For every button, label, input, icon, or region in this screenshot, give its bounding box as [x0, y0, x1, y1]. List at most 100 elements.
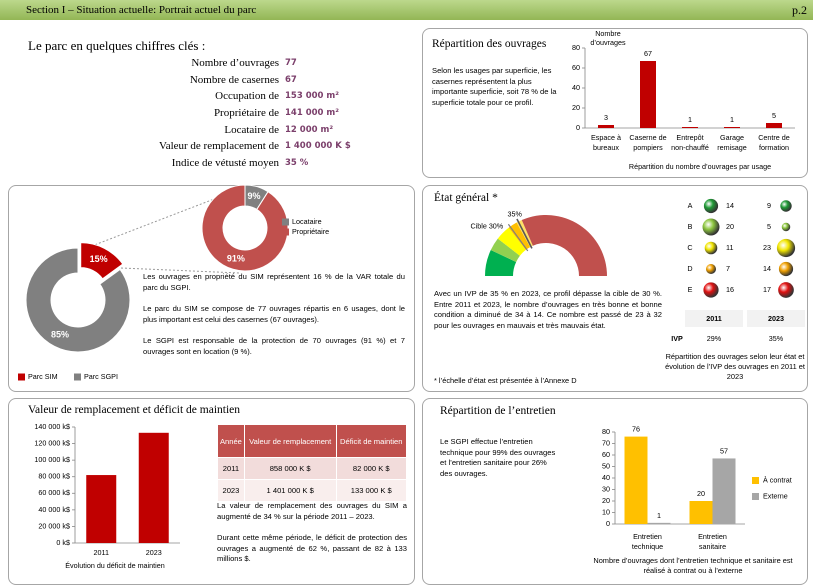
bar: [598, 125, 614, 128]
data-label: 1: [730, 115, 734, 124]
grade-count: 5: [767, 222, 771, 231]
table-header: Année: [217, 424, 245, 458]
bar: [724, 127, 740, 128]
key-figure-label: Occupation de: [215, 90, 279, 103]
key-figure-value: 153 000 m²: [285, 91, 339, 102]
status-light: [702, 218, 720, 236]
key-figure-label: Valeur de remplacement de: [158, 140, 279, 153]
donut-slice: [201, 184, 289, 272]
slice-label: 15%: [90, 254, 108, 264]
y-tick-label: 60: [572, 63, 580, 72]
grade-letter: C: [687, 243, 692, 252]
x-tick-label: 2011: [94, 548, 109, 557]
key-figure-value: 67: [285, 74, 297, 85]
status-light: [778, 261, 794, 277]
ivp-value: 35%: [769, 334, 784, 343]
x-tick-label: Entretien: [633, 532, 662, 541]
bar: [640, 61, 656, 128]
text-block: Les ouvrages en propriété du SIM représe…: [143, 272, 405, 369]
y-axis-title: d’ouvrages: [590, 38, 626, 47]
gauge-band: [508, 222, 531, 250]
grade-count: 23: [763, 243, 771, 252]
caption: Évolution du déficit de maintien: [65, 561, 165, 570]
ivp-value: 29%: [707, 334, 722, 343]
x-tick-label: technique: [632, 542, 663, 551]
donut-slice: [80, 242, 124, 280]
key-figure-value: 35 %: [285, 157, 309, 168]
ivp-label: IVP: [671, 334, 683, 343]
data-label: 5: [772, 111, 776, 120]
status-light: [780, 200, 792, 212]
x-tick-label: remisage: [717, 143, 747, 152]
panel-title: Répartition de l’entretien: [440, 405, 556, 417]
bar: [766, 123, 782, 128]
key-figure: Indice de vétusté moyen 35 %: [20, 155, 351, 172]
key-figure-value: 12 000 m²: [285, 124, 334, 135]
gauge-target: [507, 223, 529, 252]
y-tick-label: 0 k$: [56, 538, 70, 547]
legend-label: Parc SGPI: [84, 372, 118, 381]
status-light: [703, 282, 719, 298]
key-figure-label: Locataire de: [224, 123, 279, 136]
year-cell: [747, 310, 805, 327]
x-tick-label: 2023: [146, 548, 162, 557]
text-block: Selon les usages par superficie, les cas…: [432, 66, 560, 119]
y-axis-title: Nombre: [595, 29, 621, 38]
bar: [624, 436, 648, 524]
grade-count: 16: [726, 285, 734, 294]
x-tick-label: Garage: [720, 133, 744, 142]
key-figures-list: Nombre d’ouvrages 77 Nombre de casernes 67 O…: [20, 55, 351, 171]
x-tick-label: Espace à: [591, 133, 621, 142]
panel: [8, 398, 415, 585]
data-label: 1: [688, 115, 692, 124]
grade-count: 17: [763, 285, 771, 294]
legend-swatch: [282, 228, 289, 236]
x-tick-label: formation: [759, 143, 789, 152]
paragraph: Selon les usages par superficie, les cas…: [432, 66, 557, 107]
legend-label: Externe: [763, 491, 788, 500]
text-block: Avec un IVP de 35 % en 2023, ce profil d…: [434, 289, 662, 342]
y-tick-label: 20: [602, 496, 610, 505]
legend-label: Parc SIM: [28, 372, 58, 381]
connector: [83, 195, 223, 250]
y-tick-label: 50: [602, 461, 610, 470]
y-tick-label: 40: [602, 473, 610, 482]
bar: [689, 501, 713, 524]
y-tick-label: 30: [602, 484, 610, 493]
grade-count: 20: [726, 222, 734, 231]
legend-swatch: [18, 373, 25, 381]
y-tick-label: 10: [602, 507, 610, 516]
status-light: [704, 241, 718, 255]
panel: [422, 28, 808, 178]
key-figure-value: 141 000 m²: [285, 108, 339, 119]
key-figure-label: Nombre d’ouvrages: [191, 57, 279, 70]
panel-title: État général *: [434, 192, 498, 204]
grade-letter: E: [688, 285, 693, 294]
key-figure: Propriétaire de 141 000 m²: [20, 105, 351, 122]
y-tick-label: 80: [602, 427, 610, 436]
paragraph: Durant cette même période, le déficit de…: [217, 533, 407, 564]
table-cell: 2023: [217, 479, 245, 502]
x-tick-label: Entrepôt: [676, 133, 703, 142]
gauge-band: [485, 250, 517, 276]
table-row: 2023 1 401 000 K $133 000 K $: [217, 479, 408, 502]
y-tick-label: 20 000 k$: [38, 521, 70, 530]
text-block: La valeur de remplacement des ouvrages d…: [217, 501, 407, 576]
bar: [682, 127, 698, 128]
grade-count: 9: [767, 201, 771, 210]
table-cell: 858 000 K $: [243, 457, 337, 480]
status-light: [781, 222, 791, 232]
panel-title: Valeur de remplacement et déficit de mai…: [28, 404, 241, 416]
grade-letter: D: [687, 264, 692, 273]
gauge-band: [497, 227, 526, 256]
key-figure-label: Nombre de casernes: [189, 73, 279, 86]
legend-swatch: [752, 477, 759, 484]
key-figure: Nombre de casernes 67: [20, 72, 351, 89]
y-tick-label: 70: [602, 438, 610, 447]
grade-letter: A: [688, 201, 693, 210]
grade-count: 14: [726, 201, 734, 210]
status-light: [776, 238, 796, 258]
table-row: 2011 858 000 K $82 000 K $: [217, 457, 408, 480]
page-number: p.2: [792, 3, 807, 17]
